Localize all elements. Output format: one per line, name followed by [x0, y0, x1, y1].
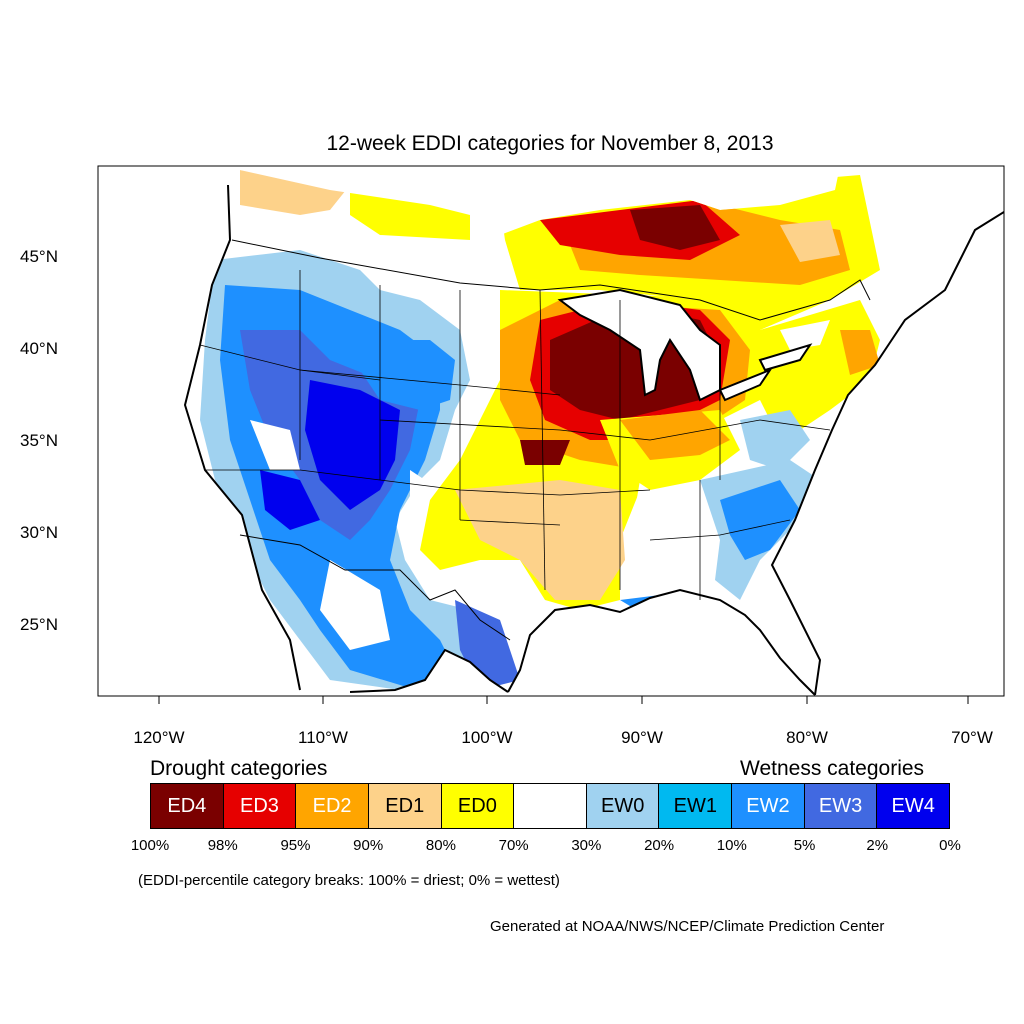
great-lakes	[557, 288, 813, 402]
legend-cell-ew3: EW3	[804, 784, 878, 828]
credit-line: Generated at NOAA/NWS/NCEP/Climate Predi…	[490, 918, 885, 935]
legend-cell-neutral	[514, 784, 587, 828]
legend-cell-ed3: ED3	[223, 784, 297, 828]
break-label: 30%	[571, 837, 602, 854]
legend-cell-ew0: EW0	[586, 784, 660, 828]
legend-cell-ed4: ED4	[151, 784, 224, 828]
us-mexico-border	[239, 534, 511, 641]
lat-label-35: 35°N	[20, 431, 58, 450]
lon-label-120: 120°W	[133, 728, 185, 747]
legend-cell-ew2: EW2	[732, 784, 805, 828]
us-canada-border	[231, 239, 871, 321]
drought-heading: Drought categories	[150, 757, 328, 780]
eddi-category-fields	[185, 166, 1004, 695]
lat-label-30: 30°N	[20, 523, 58, 542]
legend-cell-ed1: ED1	[368, 784, 442, 828]
lon-label-70: 70°W	[951, 728, 993, 747]
break-label: 0%	[939, 837, 961, 854]
lat-label-25: 25°N	[20, 615, 58, 634]
map-title: 12-week EDDI categories for November 8, …	[326, 132, 774, 155]
break-label: 80%	[425, 837, 456, 854]
legend-cell-ed2: ED2	[296, 784, 369, 828]
category-note: (EDDI-percentile category breaks: 100% =…	[138, 872, 560, 889]
break-label: 20%	[644, 837, 675, 854]
break-label: 5%	[793, 837, 816, 854]
lon-label-90: 90°W	[621, 728, 663, 747]
break-label: 70%	[498, 837, 529, 854]
legend-cell-ed0: ED0	[441, 784, 515, 828]
break-label: 90%	[353, 837, 384, 854]
graticule-ticks	[90, 257, 98, 625]
lon-label-110: 110°W	[298, 728, 348, 747]
break-label: 10%	[716, 837, 747, 854]
break-label: 95%	[280, 837, 311, 854]
break-label: 98%	[207, 837, 238, 854]
country-outline	[183, 184, 1004, 696]
legend-cell-ew4: EW4	[877, 784, 950, 828]
longitude-ticks	[158, 696, 969, 704]
lat-label-45: 45°N	[20, 247, 58, 266]
wetness-heading: Wetness categories	[740, 757, 925, 780]
category-legend: ED4 ED3 ED2 ED1 ED0 EW0 EW1 EW2 EW3 EW4	[150, 783, 950, 829]
state-boundaries	[199, 270, 831, 600]
break-label: 2%	[866, 837, 889, 854]
legend-cell-ew1: EW1	[659, 784, 733, 828]
break-label: 100%	[130, 837, 170, 854]
lat-label-40: 40°N	[20, 339, 58, 358]
lon-label-80: 80°W	[786, 728, 828, 747]
lon-label-100: 100°W	[461, 728, 513, 747]
